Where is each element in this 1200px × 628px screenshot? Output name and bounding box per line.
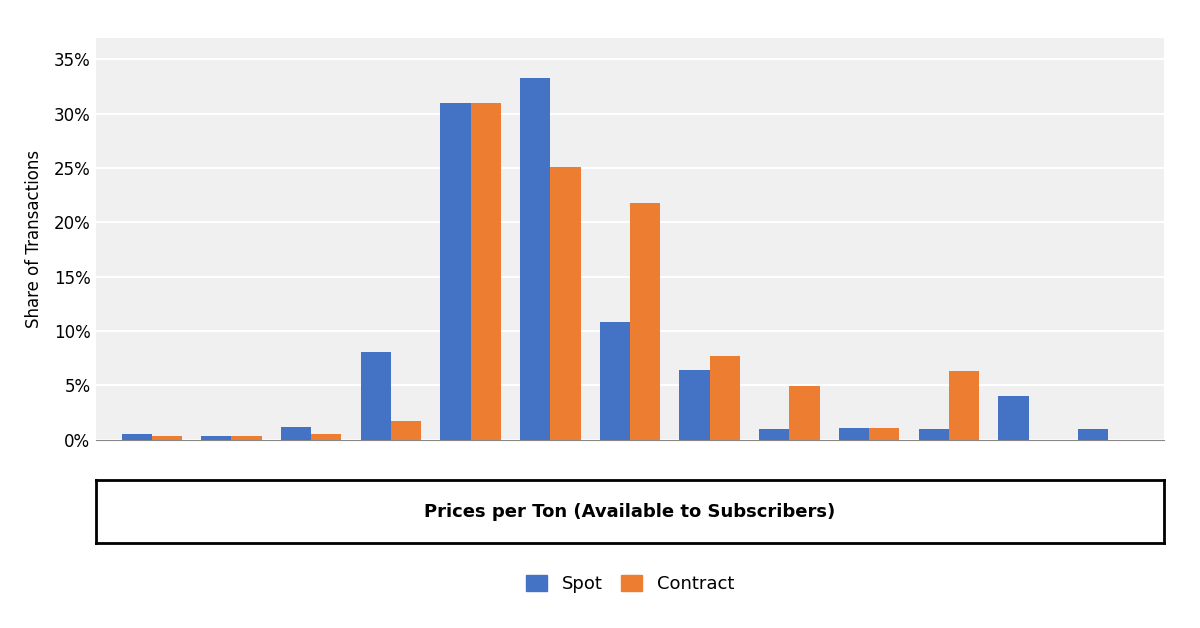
Bar	[202, 436, 232, 440]
Bar	[440, 103, 470, 440]
Bar	[232, 436, 262, 440]
Bar	[709, 356, 740, 440]
Bar	[679, 370, 709, 440]
Bar	[1078, 429, 1109, 440]
Bar	[600, 322, 630, 440]
Bar	[630, 203, 660, 440]
Bar	[520, 78, 551, 440]
Bar	[121, 434, 151, 440]
Legend: Spot, Contract: Spot, Contract	[518, 568, 742, 600]
Bar	[998, 396, 1028, 440]
Bar	[790, 386, 820, 440]
Bar	[760, 429, 790, 440]
Bar	[839, 428, 869, 440]
Bar	[391, 421, 421, 440]
Bar	[918, 429, 949, 440]
Text: Prices per Ton (Available to Subscribers): Prices per Ton (Available to Subscribers…	[425, 503, 835, 521]
Bar	[361, 352, 391, 440]
Y-axis label: Share of Transactions: Share of Transactions	[24, 149, 42, 328]
Bar	[281, 426, 311, 440]
Bar	[311, 434, 342, 440]
Bar	[949, 371, 979, 440]
Bar	[470, 103, 500, 440]
Bar	[869, 428, 899, 440]
Bar	[551, 167, 581, 440]
Bar	[151, 436, 182, 440]
